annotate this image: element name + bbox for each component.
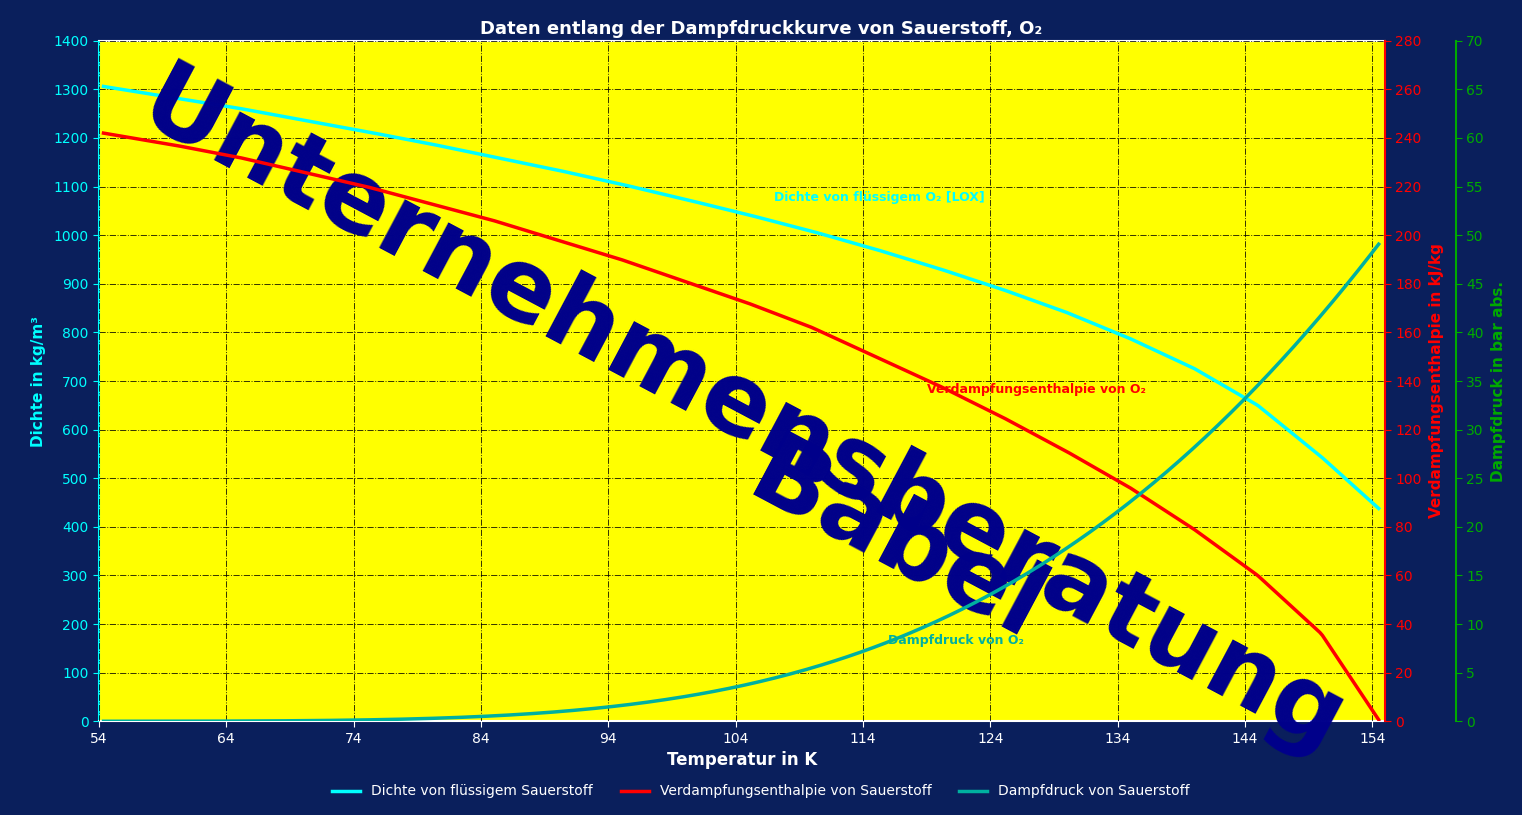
- Legend: Dichte von flüssigem Sauerstoff, Verdampfungsenthalpie von Sauerstoff, Dampfdruc: Dichte von flüssigem Sauerstoff, Verdamp…: [327, 779, 1195, 804]
- Text: Babel: Babel: [734, 427, 1059, 662]
- X-axis label: Temperatur in K: Temperatur in K: [667, 751, 817, 769]
- Text: Verdampfungsenthalpie von O₂: Verdampfungsenthalpie von O₂: [927, 383, 1146, 396]
- Y-axis label: Dichte in kg/m³: Dichte in kg/m³: [32, 315, 46, 447]
- Text: Daten entlang der Dampfdruckkurve von Sauerstoff, O₂: Daten entlang der Dampfdruckkurve von Sa…: [479, 20, 1043, 38]
- Y-axis label: Dampfdruck in bar abs.: Dampfdruck in bar abs.: [1490, 280, 1505, 482]
- Y-axis label: Verdampfungsenthalpie in kJ/kg: Verdampfungsenthalpie in kJ/kg: [1429, 244, 1444, 518]
- Text: Unternehmensberatung: Unternehmensberatung: [123, 55, 1361, 775]
- Text: Dichte von flüssigem O₂ [LOX]: Dichte von flüssigem O₂ [LOX]: [773, 192, 985, 205]
- Text: Dampfdruck von O₂: Dampfdruck von O₂: [889, 633, 1024, 646]
